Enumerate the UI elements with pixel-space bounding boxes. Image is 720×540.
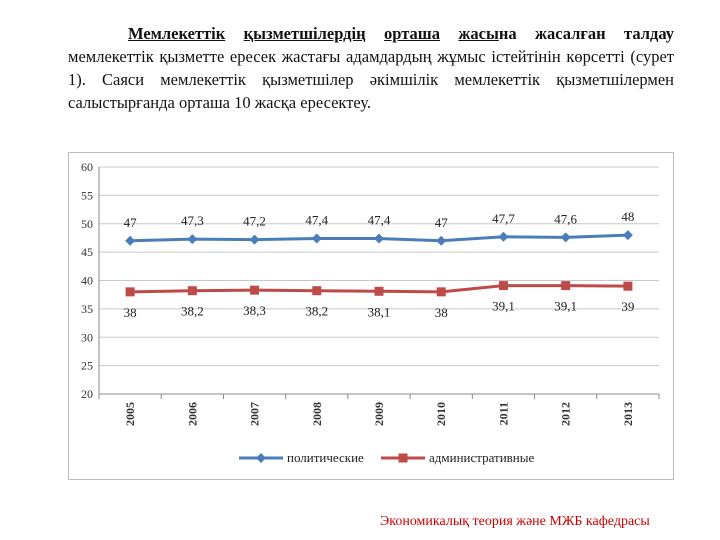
data-label: 47: [435, 215, 449, 230]
data-label: 48: [621, 209, 634, 224]
data-label: 38: [124, 305, 137, 320]
data-point: [125, 235, 136, 246]
data-point: [187, 234, 198, 245]
y-tick-label: 20: [81, 387, 93, 401]
data-point: [498, 281, 508, 291]
data-label: 38,2: [181, 304, 204, 319]
data-point: [250, 285, 260, 295]
y-tick-label: 45: [81, 245, 93, 259]
data-label: 38,1: [368, 304, 391, 319]
x-tick-label: 2006: [185, 402, 199, 426]
x-tick-label: 2013: [621, 402, 635, 426]
data-label: 47,4: [305, 213, 328, 228]
data-point: [125, 287, 135, 297]
data-label: 47,2: [243, 214, 266, 229]
data-point: [187, 286, 197, 296]
y-tick-label: 50: [81, 217, 93, 231]
data-point: [436, 287, 446, 297]
y-tick-label: 35: [81, 302, 93, 316]
x-tick-label: 2010: [434, 402, 448, 426]
y-tick-label: 60: [81, 160, 93, 174]
x-tick-label: 2011: [496, 402, 510, 425]
y-tick-label: 30: [81, 330, 93, 344]
data-label: 47: [124, 215, 138, 230]
data-label: 47,3: [181, 213, 204, 228]
data-label: 47,7: [492, 211, 515, 226]
data-label: 39: [621, 299, 634, 314]
body-text: мемлекеттік қызметте ересек жастағы адам…: [68, 47, 674, 112]
data-point: [560, 232, 571, 243]
data-point: [374, 286, 384, 296]
legend-label: политические: [287, 450, 364, 465]
legend-marker: [398, 453, 408, 463]
y-tick-label: 55: [81, 188, 93, 202]
data-point: [311, 233, 322, 244]
data-label: 38: [435, 305, 448, 320]
title-word-4: жасы: [458, 24, 499, 43]
data-label: 47,4: [368, 213, 391, 228]
data-point: [623, 281, 633, 291]
chart-area: 20 25 30 35 40 45 50 55 60 2005 2006 2007 2008 2009 20…: [68, 152, 674, 480]
footer-department: Экономикалық теория және МЖБ кафедрасы: [380, 514, 650, 529]
y-tick-label: 40: [81, 274, 93, 288]
title-rest: на жасалған талдау: [498, 24, 675, 43]
data-point: [561, 281, 571, 291]
x-tick-label: 2008: [310, 402, 324, 426]
data-point: [622, 230, 633, 241]
data-point: [312, 286, 322, 296]
data-point: [498, 231, 509, 242]
data-label: 39,1: [554, 299, 577, 314]
intro-paragraph: Мемлекеттік қызметшілердің орташа жасына…: [68, 22, 674, 114]
y-tick-label: 25: [81, 359, 93, 373]
title-word-2: қызметшілердің: [243, 24, 366, 43]
legend-label: административные: [429, 450, 534, 465]
x-tick-label: 2012: [559, 402, 573, 426]
data-point: [436, 235, 447, 246]
data-label: 38,2: [305, 304, 328, 319]
title-word-1: Мемлекеттік: [128, 24, 226, 43]
data-label: 47,6: [554, 211, 577, 226]
data-label: 39,1: [492, 299, 515, 314]
data-label: 38,3: [243, 303, 266, 318]
data-point: [374, 233, 384, 244]
x-tick-label: 2009: [372, 402, 386, 426]
line-chart: 20 25 30 35 40 45 50 55 60 2005 2006 2007 2008 2009 20…: [81, 160, 660, 465]
legend-marker: [256, 453, 266, 463]
x-tick-label: 2007: [248, 402, 262, 426]
data-point: [249, 234, 260, 245]
title-word-3: орташа: [384, 24, 440, 43]
x-tick-label: 2005: [123, 402, 137, 426]
